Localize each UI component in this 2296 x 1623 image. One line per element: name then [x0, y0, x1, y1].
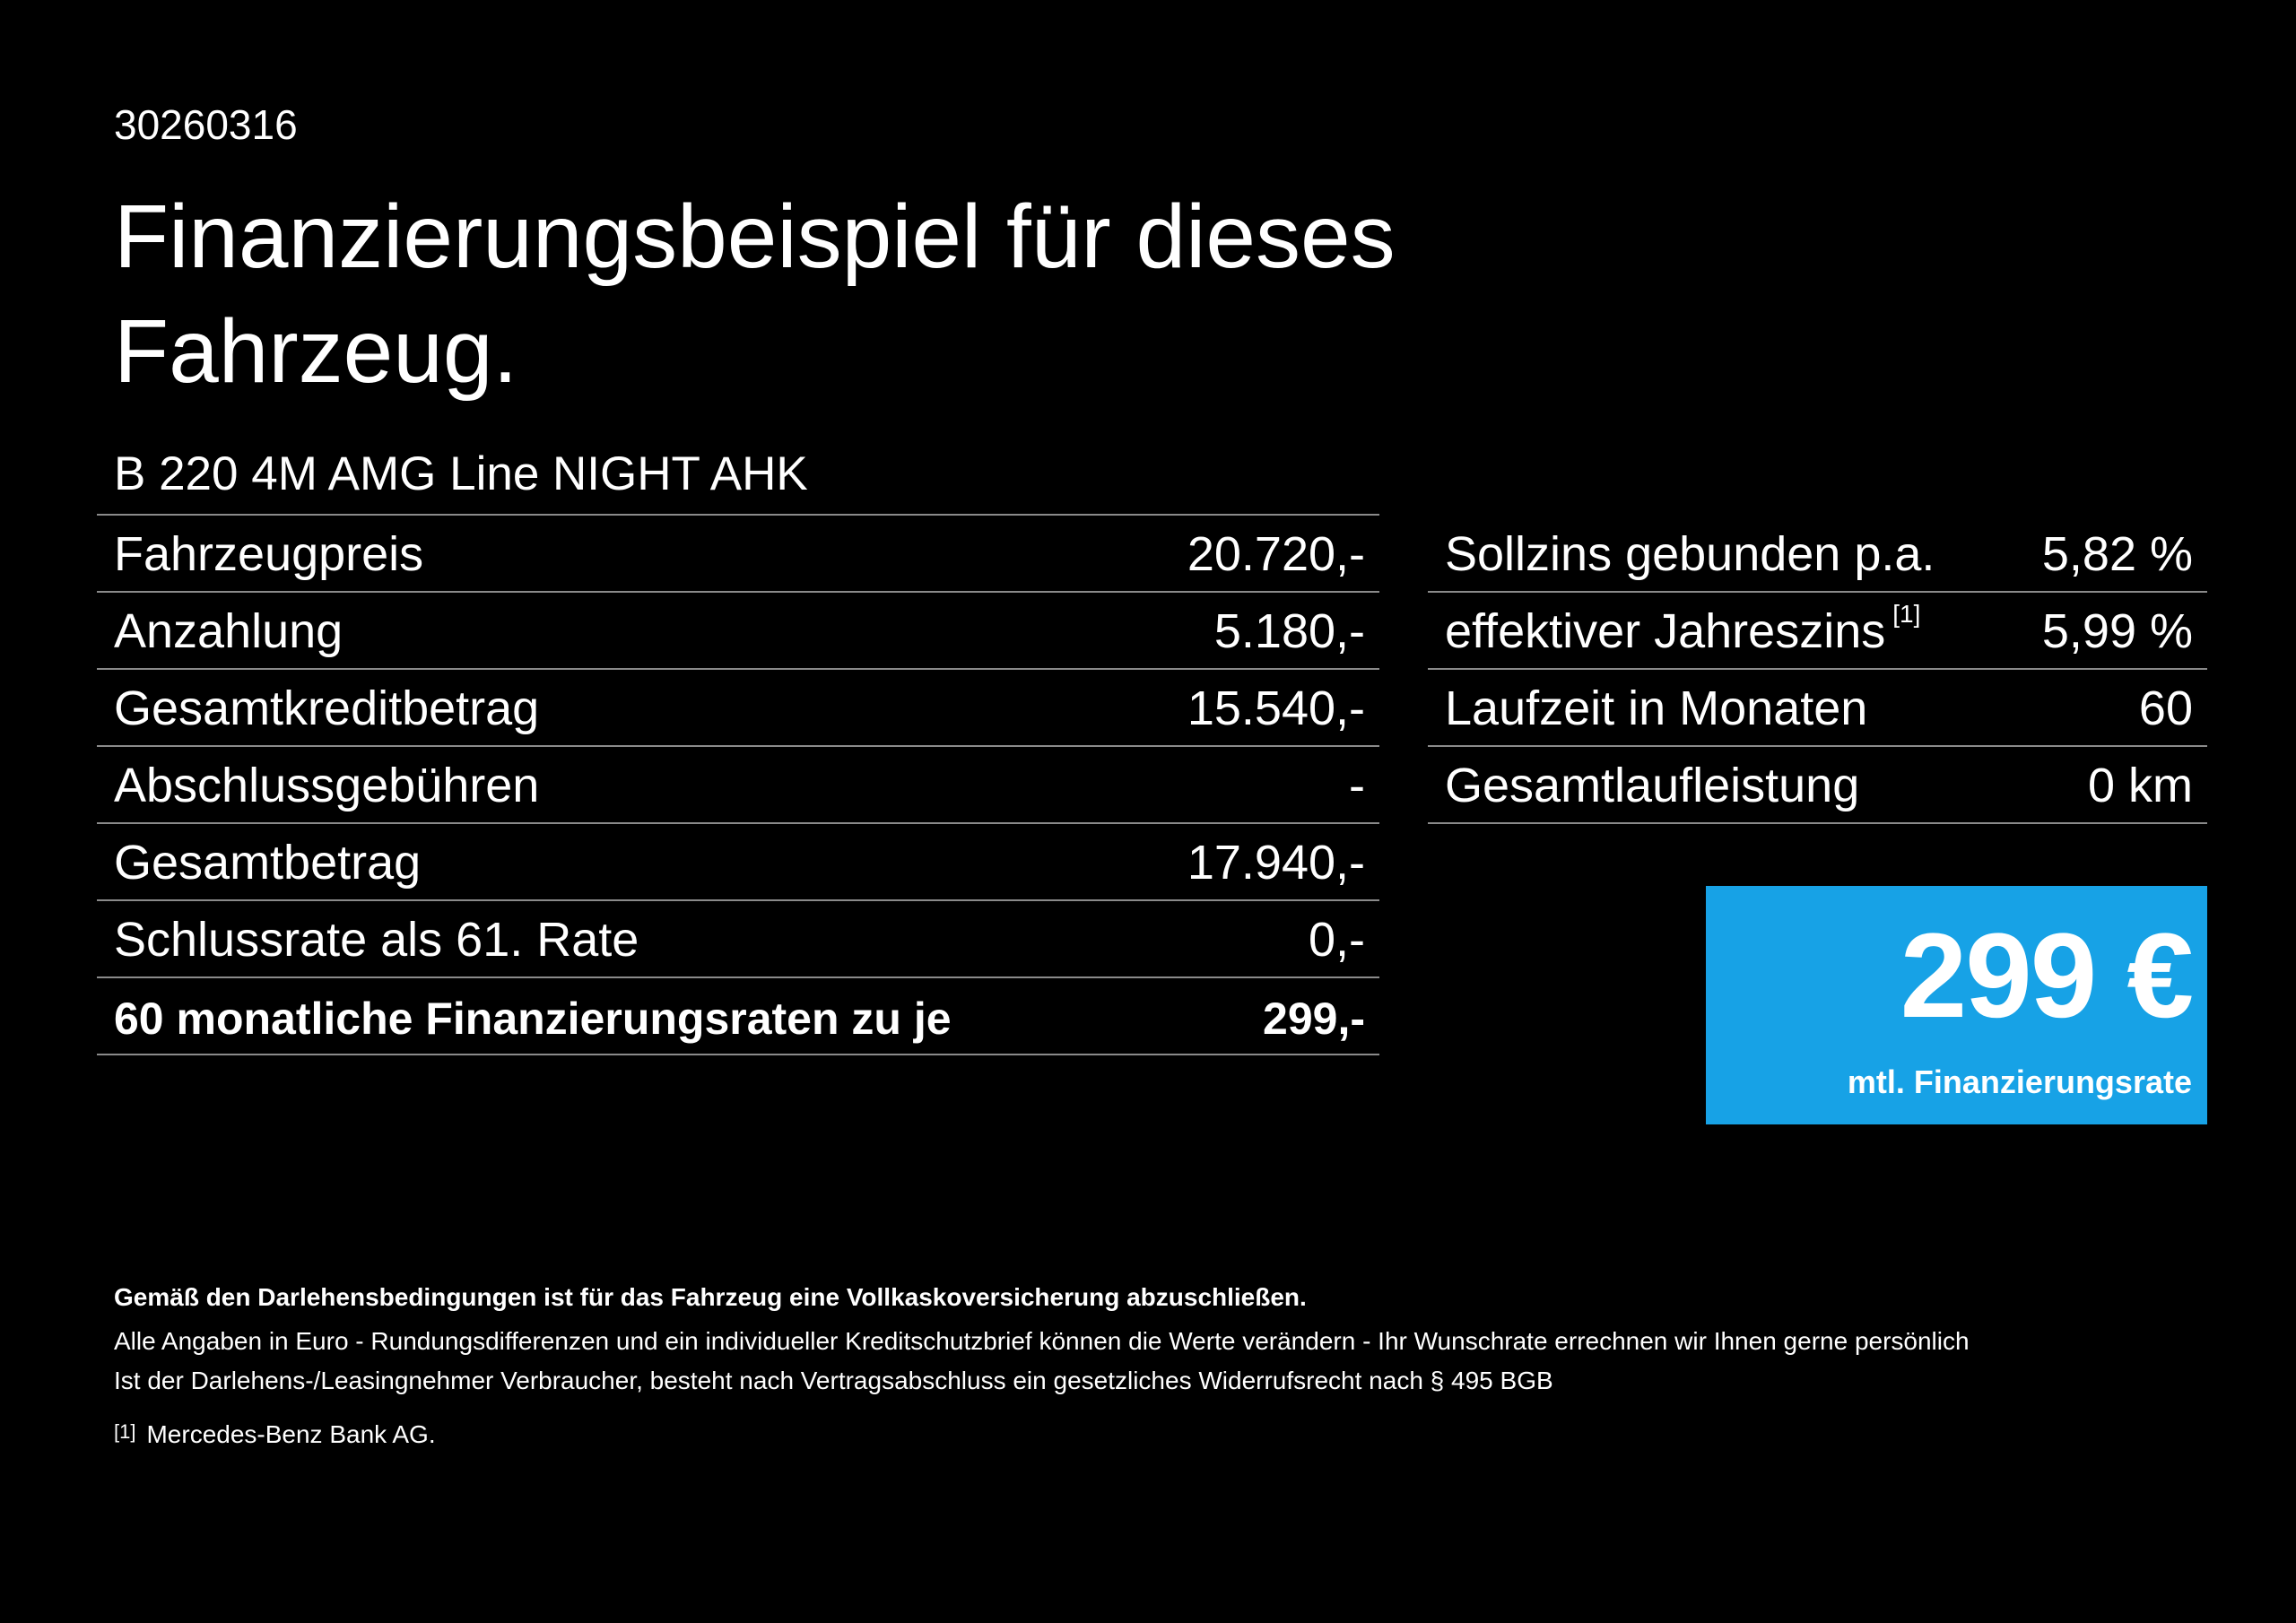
document-id: 30260316	[114, 101, 298, 148]
row-value: 5,99 %	[2041, 604, 2193, 658]
row-label: effektiver Jahreszins	[1445, 604, 1886, 658]
row-value: 5.180,-	[1213, 604, 1365, 658]
row-label-wrap: effektiver Jahreszins [1]	[1445, 600, 1921, 659]
disclaimer-line: Alle Angaben in Euro - Rundungsdifferenz…	[114, 1327, 1970, 1355]
row-label: Sollzins gebunden p.a.	[1445, 527, 1935, 581]
table-row: Fahrzeugpreis 20.720,-	[97, 516, 1379, 593]
row-label: Fahrzeugpreis	[114, 527, 424, 581]
table-row: Schlussrate als 61. Rate 0,-	[97, 901, 1379, 978]
row-value: 0 km	[2087, 759, 2193, 812]
row-label: Abschlussgebühren	[114, 759, 540, 812]
footnote-mark: [1]	[114, 1420, 136, 1443]
row-value: 299,-	[1263, 994, 1365, 1044]
row-label: Gesamtbetrag	[114, 836, 422, 890]
page-title: Finanzierungsbeispiel für dieses Fahrzeu…	[114, 187, 1396, 402]
financing-table: Fahrzeugpreis 20.720,- Anzahlung 5.180,- G…	[97, 514, 1379, 1055]
table-row-monthly-rate: 60 monatliche Finanzierungsraten zu je 29…	[97, 978, 1379, 1055]
footnote-ref: [1]	[1892, 600, 1921, 628]
row-label: 60 monatliche Finanzierungsraten zu je	[114, 994, 952, 1044]
insurance-note: Gemäß den Darlehensbedingungen ist für d…	[114, 1283, 1307, 1311]
table-row: Gesamtlaufleistung 0 km	[1428, 747, 2207, 824]
row-label: Anzahlung	[114, 604, 344, 658]
monthly-rate-amount: 299 €	[1900, 909, 2194, 1043]
row-label: Gesamtkreditbetrag	[114, 681, 540, 735]
table-row: Gesamtbetrag 17.940,-	[97, 824, 1379, 901]
footnote: [1] Mercedes-Benz Bank AG.	[114, 1420, 436, 1449]
monthly-rate-caption: mtl. Finanzierungsrate	[1847, 1063, 2192, 1100]
disclaimer-line: Ist der Darlehens-/Leasingnehmer Verbrau…	[114, 1367, 1553, 1394]
row-label: Schlussrate als 61. Rate	[114, 913, 639, 967]
row-value: 5,82 %	[2041, 527, 2193, 581]
row-value: -	[1349, 759, 1365, 812]
table-row: Sollzins gebunden p.a. 5,82 %	[1428, 516, 2207, 593]
vehicle-model: B 220 4M AMG Line NIGHT AHK	[114, 447, 808, 500]
row-value: 60	[2138, 681, 2193, 735]
table-row: Laufzeit in Monaten 60	[1428, 670, 2207, 747]
row-value: 20.720,-	[1187, 527, 1365, 581]
monthly-rate-box: 299 € mtl. Finanzierungsrate	[1706, 886, 2207, 1124]
footnote-text: Mercedes-Benz Bank AG.	[146, 1420, 436, 1448]
row-label: Gesamtlaufleistung	[1445, 759, 1860, 812]
interest-table: Sollzins gebunden p.a. 5,82 % effektiver …	[1428, 516, 2207, 824]
table-row: Gesamtkreditbetrag 15.540,-	[97, 670, 1379, 747]
row-label: Laufzeit in Monaten	[1445, 681, 1868, 735]
row-value: 0,-	[1308, 913, 1365, 967]
row-value: 15.540,-	[1187, 681, 1365, 735]
table-row: Anzahlung 5.180,-	[97, 593, 1379, 670]
row-value: 17.940,-	[1187, 836, 1365, 890]
table-row: effektiver Jahreszins [1] 5,99 %	[1428, 593, 2207, 670]
table-row: Abschlussgebühren -	[97, 747, 1379, 824]
